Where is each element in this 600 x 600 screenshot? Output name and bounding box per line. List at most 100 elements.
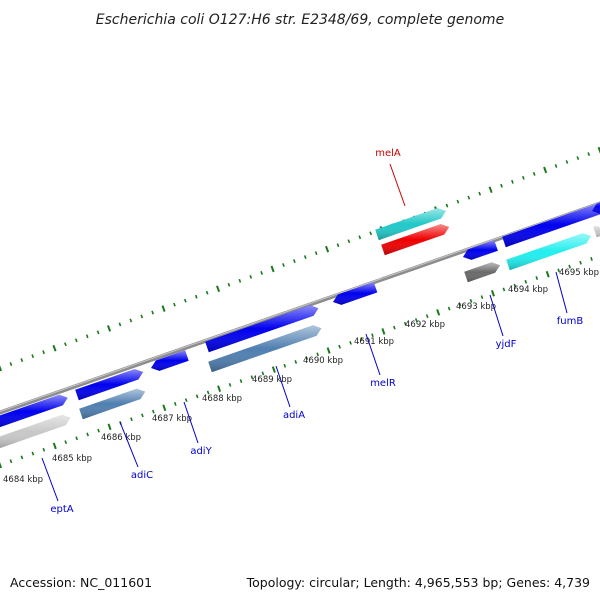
gene-eptA-arrow[interactable] [0, 394, 68, 428]
tick-label: 4692 kbp [405, 320, 445, 330]
gene-edge-arrow[interactable] [592, 199, 600, 214]
gene-label-adiC[interactable]: adiC [131, 470, 153, 481]
tick-labels-layer: 4684 kbp 4685 kbp 4686 kbp 4687 kbp 4688 kbp… [3, 268, 599, 485]
tick-minor [261, 371, 265, 376]
tick-minor [469, 299, 473, 303]
tick-major [490, 289, 495, 297]
gene-melA-lane2[interactable] [375, 208, 446, 241]
gene-leader-line [41, 457, 59, 502]
gene-adiC-arrow[interactable] [75, 369, 144, 401]
gene-adiC-lane2[interactable] [79, 388, 146, 420]
gene-leader-line [183, 401, 199, 444]
tick-minor [85, 334, 89, 339]
gene-leader-line [365, 333, 381, 376]
tick-major [0, 365, 3, 372]
tick-minor [20, 358, 24, 362]
gene-leader-line [389, 163, 406, 207]
gene-labels-layer: eptA adiC adiY adiA melR melA yjdF fumB [41, 148, 584, 515]
tick-minor [467, 195, 471, 200]
tick-minor [347, 239, 351, 244]
tick-minor [521, 175, 525, 180]
tick-label: 4694 kbp [508, 285, 548, 295]
tick-minor [336, 243, 340, 248]
tick-minor [293, 259, 296, 263]
tick-minor [42, 447, 46, 452]
tick-major [381, 328, 386, 335]
map-title: Escherichia coli O127:H6 str. E2348/69, … [96, 12, 504, 28]
tick-major [545, 270, 550, 278]
tick-label: 4689 kbp [252, 375, 292, 385]
gene-label-melA[interactable]: melA [375, 148, 401, 159]
gene-label-eptA[interactable]: eptA [50, 504, 73, 515]
tick-minor [480, 295, 484, 300]
tick-minor [86, 432, 89, 437]
tick-minor [194, 294, 198, 299]
tick-minor [360, 337, 363, 341]
tick-minor [576, 156, 580, 160]
tick-major [217, 385, 222, 392]
tick-minor [283, 363, 287, 368]
gene-melR-arrow[interactable] [333, 282, 378, 305]
tick-minor [557, 268, 561, 273]
tick-minor [140, 314, 144, 319]
tick-minor [9, 459, 13, 464]
tick-major [0, 461, 2, 469]
tick-minor [206, 390, 210, 395]
tick-minor [532, 171, 536, 176]
tick-minor [554, 164, 558, 168]
tick-minor [535, 276, 539, 280]
tick-minor [173, 302, 176, 307]
tick-minor [238, 278, 242, 283]
tick-minor [282, 263, 285, 267]
gene-label-adiY[interactable]: adiY [190, 446, 212, 457]
gene-adiA-lane2[interactable] [208, 325, 322, 373]
tick-minor [513, 283, 517, 288]
tick-major [436, 309, 441, 316]
tick-label: 4687 kbp [152, 414, 192, 424]
gene-adiA-arrow[interactable] [205, 305, 319, 353]
tick-minor [369, 231, 373, 236]
tick-minor [130, 417, 133, 422]
gene-eptA-lane2[interactable] [0, 414, 71, 449]
tick-label: 4695 kbp [559, 268, 599, 278]
tick-minor [458, 302, 462, 307]
tick-minor [305, 356, 309, 361]
tick-major [543, 166, 548, 174]
accession-text: Accession: NC_011601 [10, 575, 152, 590]
tick-minor [358, 235, 362, 240]
tick-minor [195, 394, 199, 399]
gene-fumB-arrow[interactable] [502, 202, 600, 248]
tick-major [216, 285, 221, 293]
tick-minor [445, 203, 449, 208]
gene-adiY-arrow[interactable] [151, 350, 189, 371]
gene-edge-lane2[interactable] [593, 225, 600, 238]
genome-backbone-highlight [0, 201, 600, 413]
tick-major [161, 305, 166, 312]
genome-backbone [0, 201, 600, 415]
tick-minor [183, 298, 187, 303]
gene-label-adiA[interactable]: adiA [283, 410, 305, 421]
tick-minor [184, 398, 188, 403]
gene-label-yjdF[interactable]: yjdF [496, 339, 517, 350]
tick-minor [64, 342, 67, 347]
tick-minor [141, 413, 144, 418]
gene-label-melR[interactable]: melR [370, 378, 396, 389]
tick-minor [425, 314, 429, 319]
gene-leader-line [555, 271, 568, 314]
tick-minor [96, 330, 100, 335]
tick-minor [565, 160, 569, 164]
tick-minor [31, 354, 35, 359]
gene-melA-arrow[interactable] [381, 224, 450, 256]
tick-minor [349, 340, 352, 345]
gene-fumB-lane2[interactable] [506, 233, 592, 271]
gene-yjdF-arrow[interactable] [463, 240, 498, 260]
gene-leader-line [489, 294, 504, 337]
gene-yjdF-lane2[interactable] [464, 262, 500, 283]
tick-label: 4685 kbp [52, 454, 92, 464]
tick-minor [97, 428, 100, 433]
tick-major [107, 423, 112, 431]
genes-layer [0, 199, 600, 449]
tick-minor [75, 436, 79, 441]
gene-label-fumB[interactable]: fumB [557, 316, 584, 327]
